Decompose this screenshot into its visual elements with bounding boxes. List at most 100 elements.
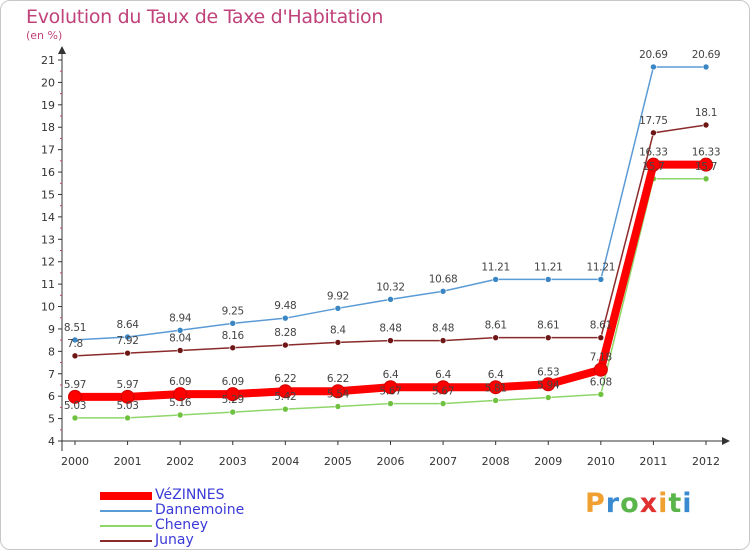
y-tick-label: 18	[41, 121, 55, 134]
series-point	[334, 305, 342, 312]
data-label: 8.61	[485, 320, 507, 332]
series-point	[597, 334, 605, 341]
y-tick-label: 19	[41, 99, 55, 112]
legend-label: Dannemoine	[155, 502, 245, 518]
data-label: 11.21	[534, 261, 563, 273]
y-tick-label: 11	[41, 278, 55, 291]
chart-title: Evolution du Taux de Taxe d'Habitation	[26, 6, 384, 28]
logo-letter: P	[585, 488, 606, 519]
series-point	[334, 339, 342, 346]
data-label: 20.69	[692, 49, 721, 61]
logo-letter: i	[658, 488, 669, 519]
x-tick-label: 2006	[377, 455, 405, 468]
y-tick-label: 21	[41, 54, 55, 67]
y-tick-label: 6	[48, 390, 55, 403]
data-label: 6.09	[222, 376, 244, 388]
y-tick-label: 5	[48, 413, 55, 426]
series-point	[544, 334, 552, 341]
series-point	[492, 276, 499, 283]
y-axis-arrow	[58, 46, 66, 54]
data-label: 6.53	[537, 366, 559, 378]
series-point	[387, 400, 394, 407]
series-point	[699, 157, 713, 172]
logo-letter: t	[668, 488, 683, 519]
data-label: 5.67	[379, 386, 401, 398]
data-label: 7.92	[116, 335, 138, 347]
data-label: 5.29	[222, 394, 244, 406]
series-point	[597, 276, 605, 283]
series-point	[124, 414, 131, 422]
series-point	[176, 347, 184, 354]
data-label: 11.21	[481, 261, 510, 273]
data-label: 20.69	[639, 49, 668, 61]
series-point	[120, 389, 135, 404]
series-point	[702, 121, 710, 129]
y-tick-label: 12	[41, 256, 55, 269]
data-label: 5.67	[432, 386, 454, 398]
data-label: 6.08	[590, 376, 612, 388]
data-label: 5.94	[537, 380, 560, 392]
y-tick-label: 16	[41, 166, 55, 179]
series-point	[492, 334, 499, 341]
legend-swatch	[100, 510, 152, 512]
series-point	[282, 314, 289, 322]
data-label: 8.64	[116, 319, 139, 331]
data-label: 8.48	[432, 323, 454, 335]
legend-swatch	[100, 492, 152, 500]
series-point	[488, 380, 503, 395]
logo-letter: r	[605, 488, 621, 519]
series-point	[593, 362, 608, 377]
series-point	[650, 129, 657, 137]
data-label: 9.92	[327, 290, 349, 302]
data-label: 6.22	[274, 373, 296, 385]
series-point	[176, 411, 184, 419]
logo-letter: x	[639, 488, 659, 519]
y-tick-label: 9	[48, 323, 55, 336]
data-label: 8.48	[379, 323, 401, 335]
data-label: 15.7	[642, 161, 664, 173]
data-label: 15.7	[695, 161, 717, 173]
x-tick-label: 2001	[114, 455, 142, 468]
x-tick-label: 2009	[534, 455, 562, 468]
data-label: 8.16	[222, 330, 245, 342]
series-point	[334, 403, 342, 410]
data-label: 6.4	[383, 369, 399, 381]
data-label: 10.68	[429, 273, 458, 285]
series-point	[702, 63, 710, 71]
series-point	[544, 394, 552, 401]
series-point	[229, 408, 237, 416]
series-point	[124, 349, 131, 357]
data-label: 5.97	[116, 379, 138, 391]
series-point	[646, 157, 661, 172]
data-label: 8.51	[64, 322, 86, 334]
logo-letter: o	[620, 488, 640, 519]
x-tick-label: 2008	[482, 455, 510, 468]
x-tick-label: 2003	[219, 455, 247, 468]
data-label: 8.28	[274, 327, 296, 339]
series-point	[282, 405, 289, 413]
x-tick-label: 2011	[639, 455, 667, 468]
x-tick-label: 2002	[166, 455, 194, 468]
data-label: 6.22	[327, 373, 349, 385]
y-tick-label: 8	[48, 345, 55, 358]
series-point	[387, 337, 394, 344]
data-label: 5.03	[116, 400, 138, 412]
legend-label: Junay	[155, 532, 194, 548]
legend-label: VéZINNES	[155, 487, 225, 503]
legend-swatch	[100, 540, 152, 542]
x-axis-arrow	[722, 437, 730, 445]
data-label: 5.81	[485, 382, 507, 394]
series-point	[278, 384, 293, 399]
series-point	[597, 391, 605, 398]
data-label: 8.61	[537, 320, 559, 332]
data-label: 5.97	[64, 379, 86, 391]
data-label: 8.94	[169, 312, 192, 324]
data-label: 5.16	[169, 397, 192, 409]
series-point	[173, 387, 188, 402]
logo-letter: i	[682, 488, 693, 519]
proxiti-logo: Proxiti	[585, 488, 693, 519]
data-label: 9.25	[222, 305, 244, 317]
data-label: 11.21	[587, 261, 616, 273]
series-point	[387, 296, 394, 303]
